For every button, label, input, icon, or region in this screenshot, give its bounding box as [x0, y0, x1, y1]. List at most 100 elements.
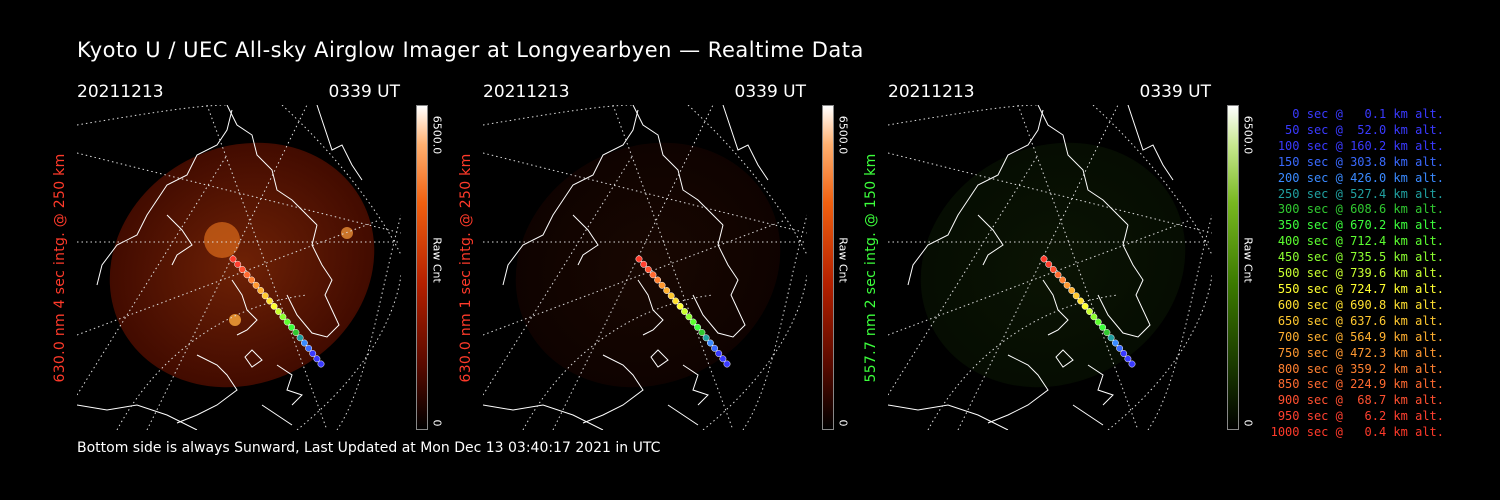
legend-entry: 950 sec @ 6.2 km alt. — [1277, 409, 1444, 424]
trajectory-point — [1054, 271, 1062, 279]
trajectory-point — [270, 302, 278, 310]
coastline — [261, 404, 293, 426]
coastline — [682, 364, 709, 406]
airglow-image — [888, 105, 1212, 430]
coastline — [316, 105, 363, 181]
trajectory-point — [681, 308, 688, 315]
legend-entry: 250 sec @ 527.4 km alt. — [1277, 186, 1444, 201]
trajectory-point — [261, 292, 269, 300]
aurora-bright-spot — [204, 222, 240, 258]
coastline — [692, 224, 746, 338]
trajectory-point — [234, 260, 242, 268]
trajectory-point — [1059, 276, 1067, 284]
trajectory-point — [257, 287, 265, 294]
colorbar-min-label: 0 — [836, 419, 850, 426]
colorbar-min-label: 0 — [430, 419, 444, 426]
grid-line — [206, 105, 328, 430]
sky-image-region — [920, 142, 1186, 388]
coastline — [244, 349, 263, 368]
legend-entry: 850 sec @ 224.9 km alt. — [1277, 377, 1444, 392]
trajectory-point — [654, 276, 662, 284]
grid-line — [888, 105, 1039, 126]
satellite-trajectory — [1040, 255, 1136, 368]
trajectory-point — [248, 276, 256, 284]
coastline — [502, 109, 639, 286]
trajectory-point — [1128, 360, 1136, 368]
legend-entry: 400 sec @ 712.4 km alt. — [1277, 234, 1444, 249]
legend-entry: 1000 sec @ 0.4 km alt. — [1270, 425, 1444, 440]
panel-time: 0339 UT — [328, 82, 401, 102]
coastline — [572, 214, 599, 266]
coastline — [1097, 224, 1151, 338]
trajectory-point — [229, 255, 237, 263]
coastline — [226, 105, 318, 226]
trajectory-point — [266, 297, 274, 305]
legend-entry: 500 sec @ 739.6 km alt. — [1277, 266, 1444, 281]
trajectory-point — [243, 271, 251, 279]
coastline — [722, 105, 769, 181]
imager-panel-3: 20211213 0339 UT 557.7 nm 2 sec intg. @ 15… — [863, 80, 1288, 430]
coastline — [96, 109, 233, 286]
colorbar-max-label: 6500.0 — [1241, 115, 1255, 155]
grid-line — [483, 152, 807, 234]
trajectory-point — [663, 287, 671, 294]
trajectory-point — [1090, 313, 1098, 321]
trajectory-point — [1081, 302, 1089, 310]
panel-wavelength-label: 630.0 nm 4 sec intg. @ 250 km — [52, 152, 68, 383]
trajectory-point — [1045, 260, 1053, 268]
trajectory-point — [698, 329, 706, 336]
grid-line — [296, 274, 401, 430]
footer-note: Bottom side is always Sunward, Last Upda… — [77, 440, 661, 456]
trajectory-point — [1077, 297, 1085, 305]
trajectory-point — [238, 266, 246, 273]
legend-entry: 150 sec @ 303.8 km alt. — [1277, 154, 1444, 169]
imager-panel-1: 20211213 0339 UT 630.0 nm 4 sec intg. @ 25… — [52, 80, 477, 430]
grid-line — [927, 294, 1119, 430]
trajectory-point — [288, 323, 296, 331]
legend-entry: 650 sec @ 637.6 km alt. — [1277, 313, 1444, 328]
legend-entry: 450 sec @ 735.5 km alt. — [1277, 250, 1444, 265]
colorbar — [1227, 105, 1239, 430]
grid-line — [1107, 274, 1212, 430]
colorbar — [416, 105, 428, 430]
colorbar-max-label: 6500.0 — [430, 115, 444, 155]
coastline — [166, 214, 193, 266]
coastline — [632, 105, 724, 226]
trajectory-point — [1120, 350, 1128, 357]
legend-entry: 750 sec @ 472.3 km alt. — [1277, 345, 1444, 360]
grid-line — [116, 294, 308, 430]
trajectory-point — [711, 344, 719, 352]
trajectory-point — [644, 266, 652, 273]
trajectory-point — [702, 334, 710, 342]
trajectory-point — [685, 313, 693, 321]
aurora-bright-spot — [341, 227, 353, 239]
grid-line — [702, 274, 807, 430]
coastline — [1055, 349, 1074, 368]
grid-line — [522, 294, 714, 430]
trajectory-point — [1107, 334, 1115, 342]
trajectory-point — [296, 334, 304, 342]
colorbar-max-label: 6500.0 — [836, 115, 850, 155]
trajectory-point — [1094, 318, 1102, 326]
colorbar-unit-label: Raw Cnt — [1241, 237, 1255, 283]
trajectory-point — [1072, 292, 1080, 300]
grid-line — [146, 105, 308, 430]
trajectory-point — [719, 355, 727, 363]
coastline — [286, 224, 340, 338]
page-title: Kyoto U / UEC All-sky Airglow Imager at … — [77, 38, 864, 62]
trajectory-point — [676, 302, 684, 310]
trajectory-point — [279, 313, 287, 321]
trajectory-point — [723, 360, 731, 368]
coastline — [907, 109, 1044, 286]
coastline — [1072, 404, 1104, 426]
trajectory-point — [1086, 308, 1093, 315]
grid-line — [957, 105, 1119, 430]
sky-image-region — [109, 142, 375, 388]
legend-entry: 800 sec @ 359.2 km alt. — [1277, 361, 1444, 376]
trajectory-point — [715, 350, 723, 357]
coastline — [1042, 279, 1069, 336]
grid-line — [483, 105, 634, 126]
legend-entry: 300 sec @ 608.6 km alt. — [1277, 202, 1444, 217]
trajectory-point — [694, 323, 702, 331]
satellite-trajectory — [635, 255, 731, 368]
